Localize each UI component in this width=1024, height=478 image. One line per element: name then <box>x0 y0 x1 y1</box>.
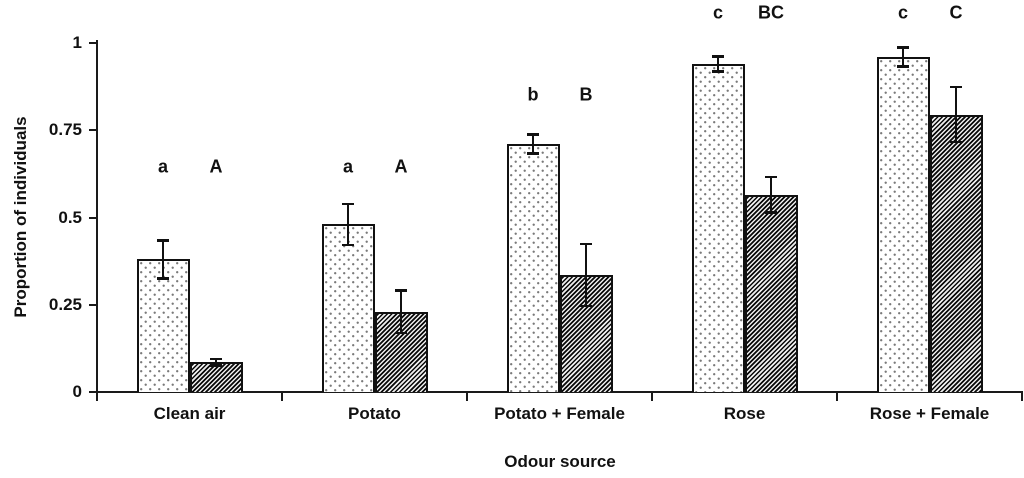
category-label-rose-female: Rose + Female <box>869 404 990 423</box>
sig-letter-a-potato: A <box>394 156 408 177</box>
x-tick <box>96 392 98 401</box>
x-tick <box>836 392 838 401</box>
y-tick-label: 0.25 <box>48 294 82 314</box>
error-bar-cap-top <box>395 289 407 292</box>
y-tick <box>89 129 97 132</box>
error-bar-line <box>717 56 719 72</box>
x-tick <box>281 392 283 401</box>
error-bar-line <box>215 358 217 366</box>
error-bar-line <box>532 134 534 154</box>
sig-letter-b-potato-female: b <box>527 84 539 105</box>
error-bar-cap-bottom <box>527 152 539 155</box>
error-bar-cap-top <box>765 175 777 179</box>
bar-dark-hatched-bars-rose-female <box>929 114 983 392</box>
y-tick <box>89 303 97 306</box>
error-bar-line <box>162 240 164 279</box>
error-bar-cap-bottom <box>157 277 169 280</box>
error-bar-cap-bottom <box>210 364 222 367</box>
bar-light-stippled-bars-clean-air <box>136 259 190 392</box>
error-bar-cap-bottom <box>342 243 354 247</box>
y-tick-label: 0.5 <box>58 207 82 227</box>
sig-letter-bc-rose: BC <box>758 2 784 23</box>
error-bar-cap-top <box>342 202 354 206</box>
error-bar-line <box>400 290 402 334</box>
error-bar-cap-top <box>210 357 222 361</box>
error-bar-line <box>902 47 904 67</box>
x-axis-line <box>96 391 1023 393</box>
x-axis-title: Odour source <box>504 452 616 471</box>
y-tick-label: 0.75 <box>48 120 82 140</box>
sig-letter-a-clean-air: a <box>157 156 169 177</box>
bar-light-stippled-bars-rose <box>691 63 745 392</box>
bar-light-stippled-bars-rose-female <box>876 56 930 392</box>
x-tick <box>651 392 653 401</box>
error-bar-cap-top <box>580 242 592 246</box>
sig-letter-c-rose: c <box>712 2 724 23</box>
x-tick <box>466 392 468 401</box>
category-label-potato: Potato <box>348 404 401 423</box>
sig-letter-a-clean-air: A <box>209 156 223 177</box>
error-bar-cap-bottom <box>897 65 909 68</box>
error-bar-line <box>770 176 772 213</box>
error-bar-line <box>955 86 957 143</box>
category-label-potato-female: Potato + Female <box>494 404 625 423</box>
bar-light-stippled-bars-potato <box>321 224 375 392</box>
category-label-rose: Rose <box>723 404 766 423</box>
y-tick-label: 0 <box>72 382 82 401</box>
sig-letter-a-potato: a <box>342 156 354 177</box>
error-bar-cap-bottom <box>950 140 962 144</box>
error-bar-cap-top <box>157 239 169 242</box>
x-tick <box>1021 392 1023 401</box>
category-label-clean-air: Clean air <box>153 404 226 423</box>
sig-letter-c-rose-female: c <box>897 2 909 23</box>
y-tick-label: 1 <box>72 33 82 52</box>
bar-dark-hatched-bars-rose <box>744 194 798 392</box>
error-bar-cap-bottom <box>580 304 592 308</box>
y-tick <box>89 216 97 219</box>
error-bar-line <box>585 243 587 307</box>
sig-letter-b-potato-female: B <box>579 84 593 105</box>
error-bar-line <box>347 203 349 246</box>
error-bar-cap-top <box>527 133 539 136</box>
error-bar-cap-bottom <box>712 70 724 73</box>
sig-letter-c-rose-female: C <box>949 2 963 23</box>
y-tick <box>89 391 97 393</box>
error-bar-cap-top <box>712 55 724 58</box>
error-bar-cap-bottom <box>765 211 777 214</box>
error-bar-cap-top <box>950 85 962 89</box>
error-bar-cap-top <box>897 46 909 49</box>
bar-light-stippled-bars-potato-female <box>506 144 560 392</box>
error-bar-cap-bottom <box>395 331 407 335</box>
y-tick <box>89 42 97 44</box>
